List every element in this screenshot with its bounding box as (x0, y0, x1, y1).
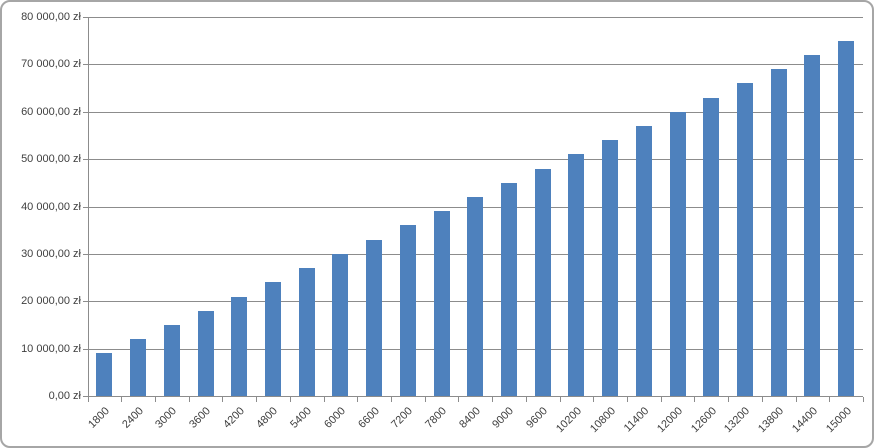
bar-1800[interactable] (96, 353, 113, 396)
bar-14400[interactable] (804, 54, 821, 396)
y-axis-tick (82, 64, 88, 66)
bar-15000[interactable] (838, 40, 855, 396)
x-axis-tick (795, 397, 797, 402)
y-axis-tick-label: 60 000,00 zł (21, 105, 81, 118)
x-axis-tick (390, 397, 392, 402)
y-axis-tick (82, 17, 88, 18)
x-axis-tick (121, 397, 123, 402)
x-axis-tick (154, 397, 156, 402)
x-axis-tick-label: 6600 (355, 405, 382, 431)
bar-9000[interactable] (500, 182, 517, 396)
x-axis-tick-label: 12600 (688, 405, 719, 436)
y-gridline (87, 17, 863, 18)
bar-3600[interactable] (197, 310, 214, 396)
x-axis-tick-label: 9600 (524, 405, 551, 431)
bar-13200[interactable] (736, 83, 753, 396)
bar-3000[interactable] (163, 324, 180, 396)
y-axis-tick (82, 111, 88, 113)
bar-9600[interactable] (534, 168, 551, 396)
x-axis-tick (863, 397, 864, 402)
y-axis-tick (82, 159, 88, 161)
x-axis-tick-label: 4200 (220, 405, 247, 431)
x-axis-tick (626, 397, 628, 402)
y-axis-tick-label: 20 000,00 zł (21, 295, 81, 308)
x-axis-tick-label: 10800 (587, 405, 618, 436)
x-axis-tick-label: 2400 (119, 405, 146, 431)
x-axis-tick (525, 397, 527, 402)
x-axis-tick (256, 397, 258, 402)
bar-10800[interactable] (602, 140, 619, 396)
bar-4800[interactable] (264, 282, 281, 396)
x-axis-tick (357, 397, 359, 402)
x-axis-tick-label: 13200 (722, 405, 753, 436)
x-axis-tick (761, 397, 763, 402)
y-axis-tick (82, 348, 88, 350)
y-axis-tick-label: 30 000,00 zł (21, 247, 81, 260)
y-axis-tick-label: 80 000,00 zł (21, 11, 81, 23)
x-axis-tick (87, 397, 89, 402)
x-axis-tick (660, 397, 662, 402)
bar-12000[interactable] (669, 111, 686, 396)
y-axis-tick (82, 206, 88, 208)
x-axis-tick (458, 397, 460, 402)
bar-7200[interactable] (399, 225, 416, 396)
x-axis-tick (829, 397, 831, 402)
x-axis-tick-label: 7800 (423, 405, 450, 431)
x-axis-tick-label: 10200 (553, 405, 584, 436)
x-axis-tick-label: 3600 (187, 405, 214, 431)
x-axis-tick (492, 397, 494, 402)
y-gridline (87, 64, 863, 66)
y-axis-tick-label: 10 000,00 zł (21, 342, 81, 355)
x-axis-tick-label: 1800 (86, 405, 112, 431)
x-axis-tick-label: 7200 (389, 405, 416, 431)
y-gridline (87, 159, 863, 161)
x-axis-tick-label: 9000 (490, 405, 517, 431)
x-axis-tick (289, 397, 291, 402)
bar-2400[interactable] (130, 339, 147, 396)
y-gridline (87, 111, 863, 113)
x-axis-tick (694, 397, 696, 402)
x-axis-tick (728, 397, 730, 402)
bar-7800[interactable] (433, 211, 450, 396)
x-axis-tick-label: 14400 (789, 405, 820, 436)
x-axis-tick-label: 15000 (823, 405, 854, 436)
bar-6000[interactable] (332, 253, 349, 396)
x-axis-tick-label: 3000 (153, 405, 180, 431)
x-axis-tick-label: 12000 (654, 405, 686, 436)
y-axis-line (87, 17, 89, 397)
x-axis-tick (323, 397, 325, 402)
y-axis-tick (82, 396, 88, 397)
y-axis-tick-label: 70 000,00 zł (21, 58, 81, 71)
bar-6600[interactable] (366, 239, 383, 396)
x-axis-tick (559, 397, 561, 402)
x-axis-tick-label: 11400 (621, 405, 652, 435)
x-axis-tick (593, 397, 595, 402)
x-axis-tick-label: 6000 (322, 405, 348, 431)
bar-13800[interactable] (770, 69, 787, 396)
x-axis-tick (424, 397, 426, 402)
x-axis-line (87, 396, 863, 397)
bar-11400[interactable] (635, 125, 652, 396)
x-axis-tick (188, 397, 190, 402)
y-axis-tick (82, 301, 88, 303)
bar-5400[interactable] (298, 268, 315, 396)
bar-10200[interactable] (568, 154, 585, 396)
y-axis-tick-label: 40 000,00 zł (21, 200, 81, 213)
x-axis-tick-label: 8400 (456, 405, 483, 431)
y-axis-tick-label: 0,00 zł (48, 390, 81, 402)
x-axis-tick (222, 397, 224, 402)
x-axis-tick-label: 13800 (756, 405, 787, 436)
bar-4200[interactable] (231, 296, 248, 396)
y-axis-tick (82, 253, 88, 255)
bar-12600[interactable] (703, 97, 720, 396)
x-axis-tick-label: 4800 (254, 405, 281, 431)
x-axis-tick-label: 5400 (288, 405, 315, 431)
y-axis-tick-label: 50 000,00 zł (21, 153, 81, 166)
bar-8400[interactable] (467, 197, 484, 396)
